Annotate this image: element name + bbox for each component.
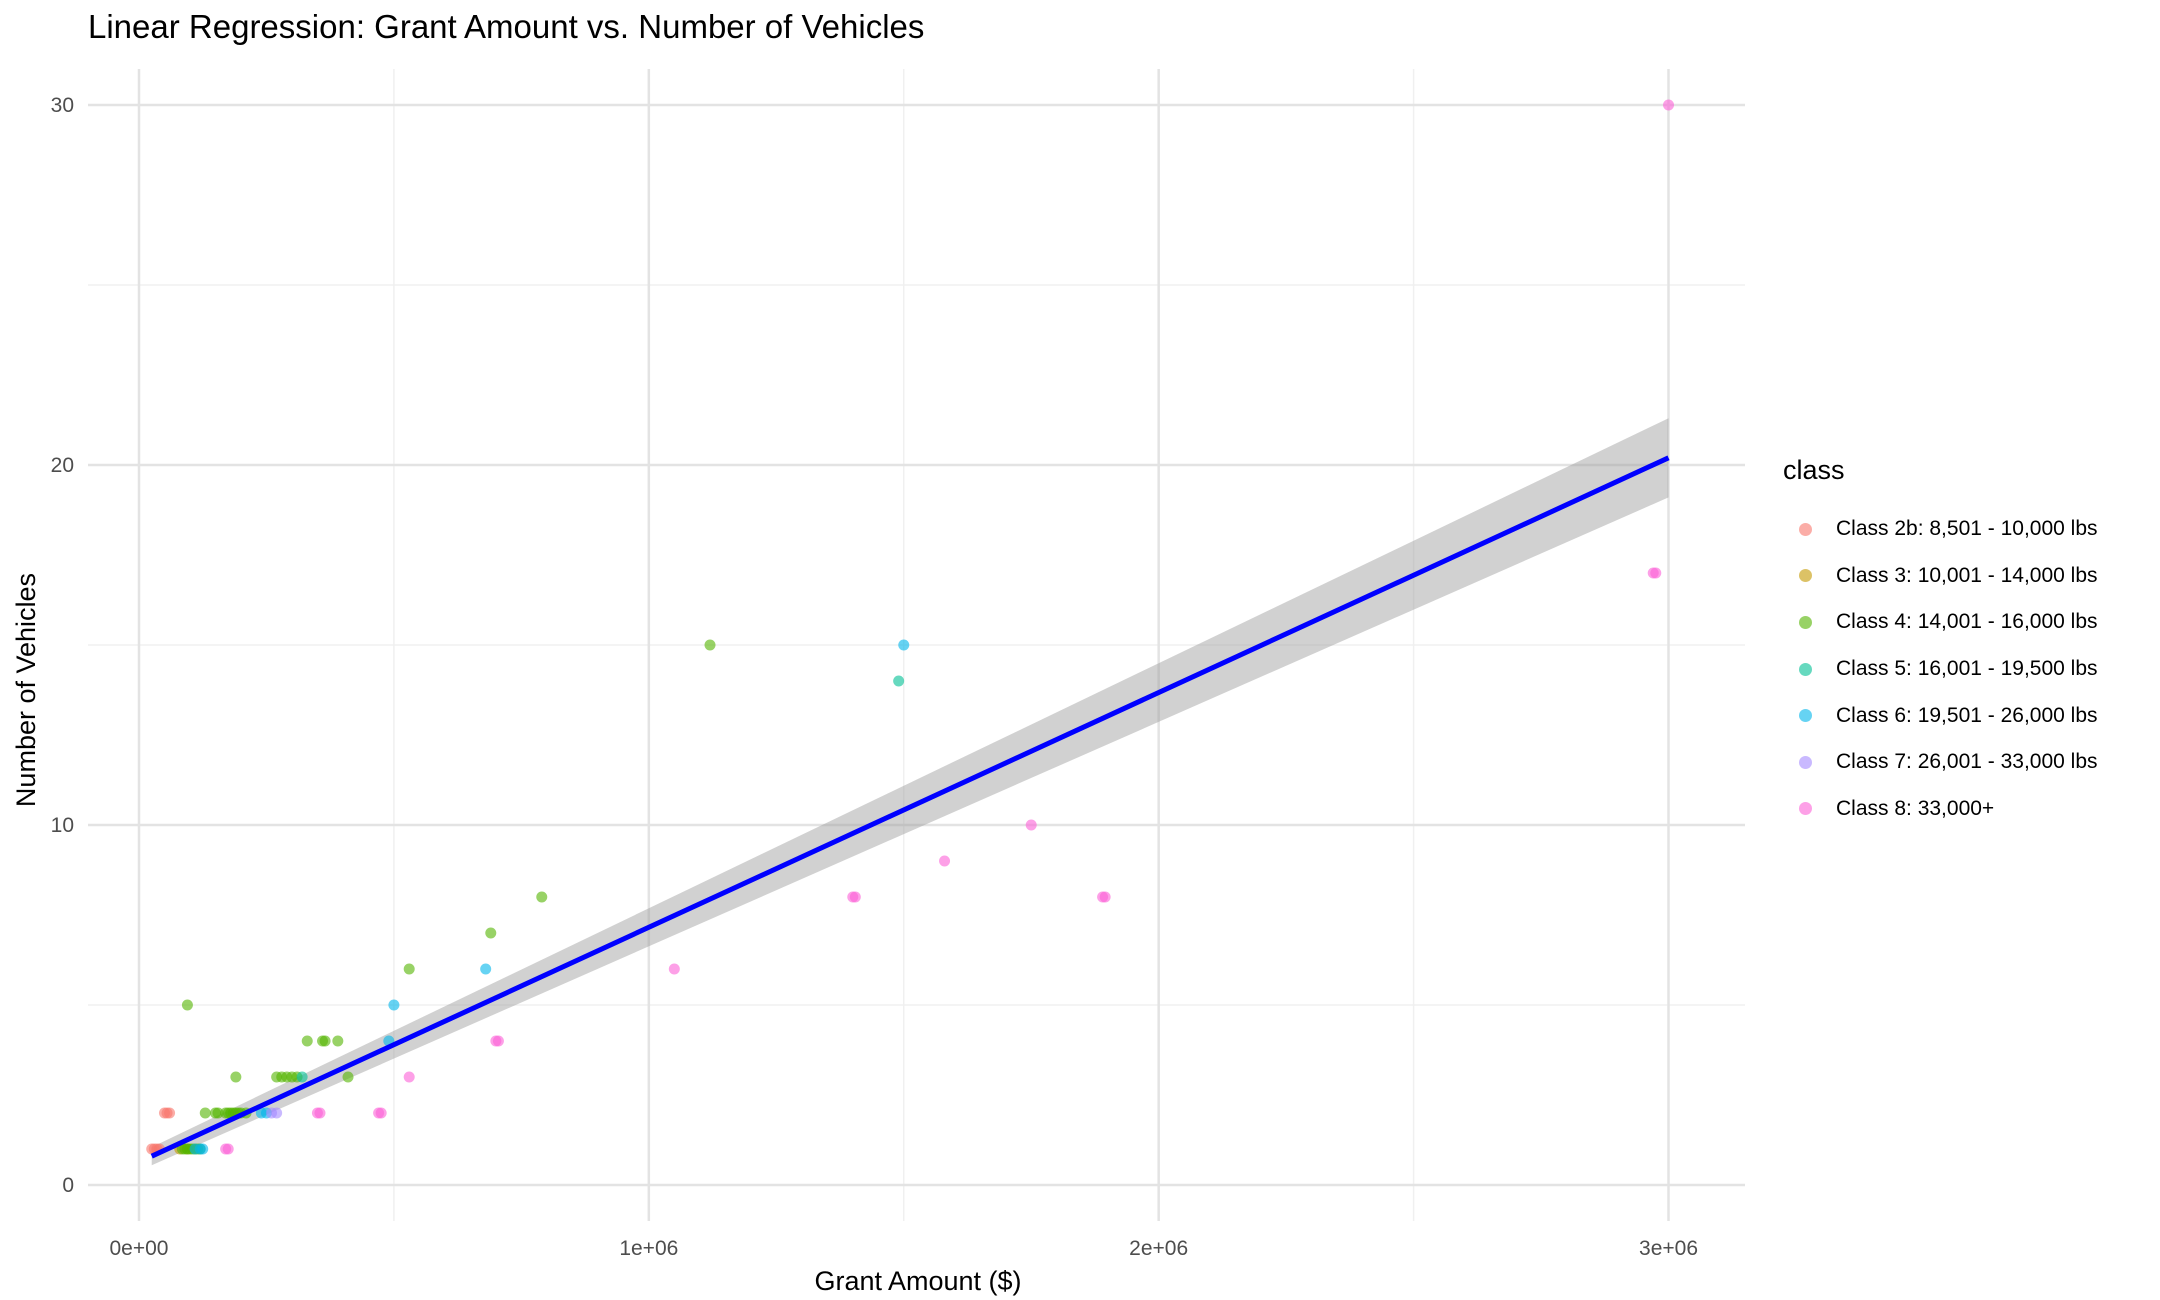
y-tick-label: 10 (51, 814, 74, 837)
confidence-band-area (151, 418, 1669, 1166)
regression-line-group (150, 455, 1670, 1159)
x-tick-label: 3e+06 (1639, 1237, 1698, 1260)
legend-swatch (1799, 522, 1812, 536)
legend-swatch (1799, 802, 1812, 816)
legend-swatch (1799, 662, 1812, 676)
y-tick-label: 30 (51, 94, 74, 117)
data-point-series-6 (403, 1071, 415, 1083)
data-point-series-2 (301, 1035, 313, 1047)
data-point-series-2 (230, 1071, 242, 1083)
legend: class Class 2b: 8,501 - 10,000 lbs Class … (1783, 455, 2098, 832)
data-point-series-6 (1650, 567, 1662, 579)
legend-swatch (1799, 615, 1812, 629)
data-point-series-6 (314, 1107, 326, 1119)
y-tick-label: 20 (51, 454, 74, 477)
data-point-series-2 (485, 927, 497, 939)
legend-item: Class 6: 19,501 - 26,000 lbs (1783, 692, 2098, 739)
legend-swatch (1799, 709, 1812, 723)
data-point-series-2 (536, 891, 548, 903)
data-point-series-5 (271, 1107, 283, 1119)
data-point-series-2 (181, 999, 193, 1011)
data-point-series-4 (388, 999, 400, 1011)
data-point-series-2 (342, 1071, 354, 1083)
data-point-series-3 (893, 675, 905, 687)
legend-label: Class 4: 14,001 - 16,000 lbs (1836, 610, 2098, 634)
legend-item: Class 4: 14,001 - 16,000 lbs (1783, 599, 2098, 646)
x-tick-label: 0e+00 (109, 1237, 168, 1260)
y-tick-label: 0 (62, 1174, 74, 1197)
data-point-series-4 (197, 1143, 209, 1155)
legend-label: Class 3: 10,001 - 14,000 lbs (1836, 563, 2098, 587)
regression-line (150, 455, 1670, 1159)
data-point-series-6 (939, 855, 951, 867)
legend-item: Class 2b: 8,501 - 10,000 lbs (1783, 506, 2098, 553)
data-point-series-3 (296, 1071, 308, 1083)
data-point-series-6 (849, 891, 861, 903)
grid-lines (88, 69, 1745, 1221)
legend-swatch (1799, 755, 1812, 769)
legend-label: Class 8: 33,000+ (1836, 796, 1995, 820)
data-points (146, 99, 1675, 1155)
confidence-band (151, 418, 1669, 1166)
x-axis-label: Grant Amount ($) (814, 1266, 1021, 1296)
legend-label: Class 7: 26,001 - 33,000 lbs (1836, 750, 2098, 774)
legend-label: Class 2b: 8,501 - 10,000 lbs (1836, 517, 2098, 541)
data-point-series-6 (1099, 891, 1111, 903)
legend-items: Class 2b: 8,501 - 10,000 lbs Class 3: 10,… (1783, 506, 2098, 832)
y-tick-labels: 0 10 20 30 (51, 94, 74, 1197)
legend-item: Class 8: 33,000+ (1783, 786, 2098, 833)
data-point-series-2 (403, 963, 415, 975)
legend-swatch (1799, 569, 1812, 583)
data-point-series-6 (668, 963, 680, 975)
data-point-series-4 (898, 639, 910, 651)
data-point-series-2 (332, 1035, 344, 1047)
data-point-series-4 (480, 963, 492, 975)
x-tick-label: 2e+06 (1129, 1237, 1188, 1260)
legend-item: Class 5: 16,001 - 19,500 lbs (1783, 646, 2098, 693)
x-tick-labels: 0e+00 1e+06 2e+06 3e+06 (109, 1237, 1698, 1260)
legend-label: Class 5: 16,001 - 19,500 lbs (1836, 657, 2098, 681)
data-point-series-6 (1663, 99, 1675, 111)
data-point-series-6 (375, 1107, 387, 1119)
legend-item: Class 7: 26,001 - 33,000 lbs (1783, 739, 2098, 786)
chart-title: Linear Regression: Grant Amount vs. Numb… (88, 8, 925, 45)
legend-title: class (1783, 455, 1845, 485)
data-point-series-2 (212, 1107, 224, 1119)
data-point-series-6 (492, 1035, 504, 1047)
legend-label: Class 6: 19,501 - 26,000 lbs (1836, 703, 2098, 727)
data-point-series-2 (199, 1107, 211, 1119)
data-point-series-0 (164, 1107, 176, 1119)
data-point-series-2 (319, 1035, 331, 1047)
legend-item: Class 3: 10,001 - 14,000 lbs (1783, 553, 2098, 600)
data-point-series-6 (222, 1143, 234, 1155)
data-point-series-2 (704, 639, 716, 651)
y-axis-label: Number of Vehicles (11, 573, 41, 807)
x-tick-label: 1e+06 (619, 1237, 678, 1260)
data-point-series-6 (1025, 819, 1037, 831)
